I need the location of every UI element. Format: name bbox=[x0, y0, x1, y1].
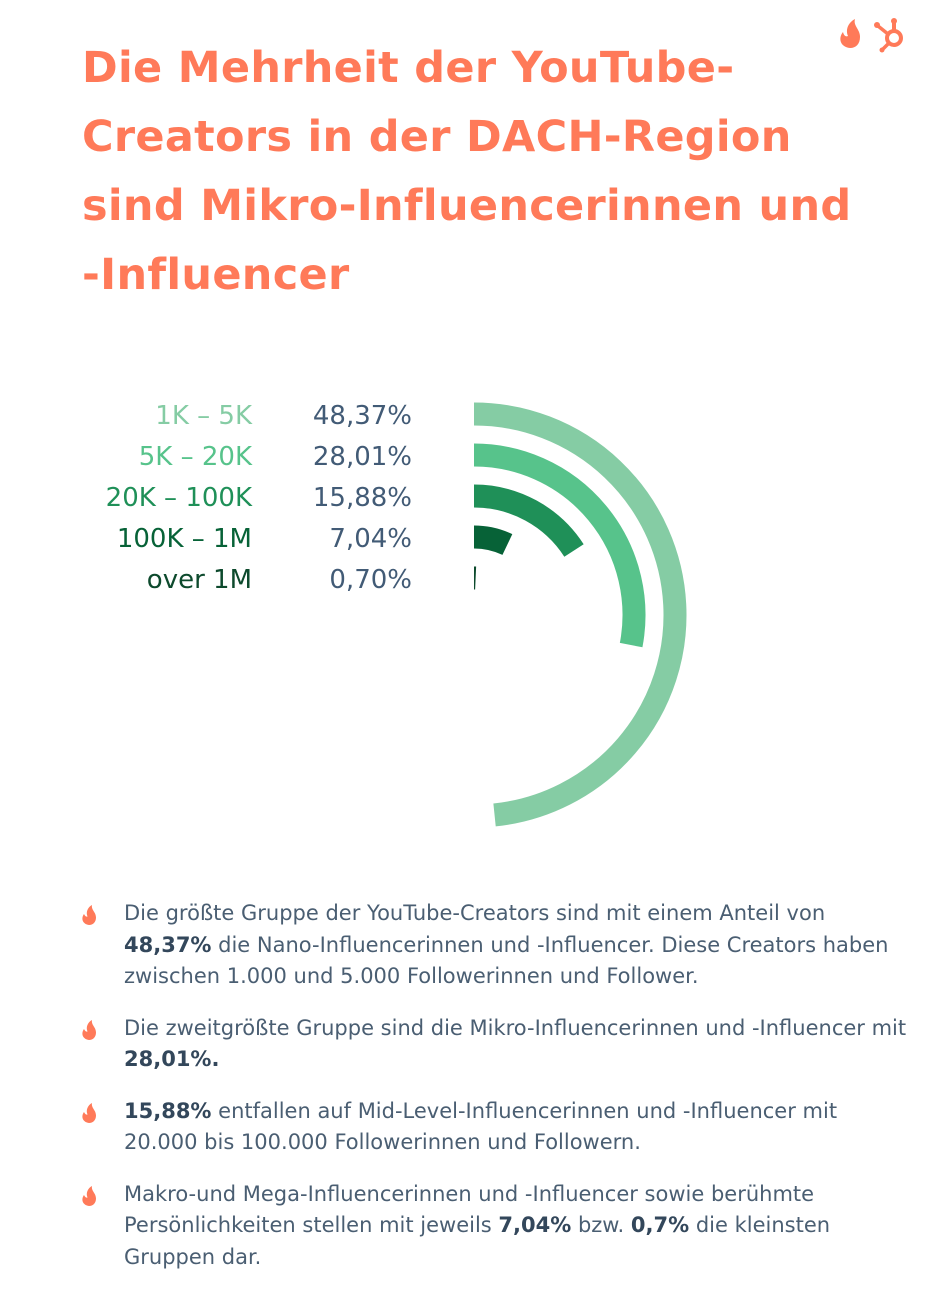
bullet-item: 15,88% entfallen auf Mid-Level-Influence… bbox=[80, 1096, 910, 1159]
flame-icon bbox=[80, 1102, 98, 1124]
bullet-item: Die größte Gruppe der YouTube-Creators s… bbox=[80, 898, 910, 993]
bullet-text: Die zweitgrößte Gruppe sind die Mikro-In… bbox=[124, 1016, 906, 1040]
radial-bar bbox=[474, 537, 507, 545]
bullet-highlight: 7,04% bbox=[498, 1213, 571, 1237]
hubspot-sprocket-icon bbox=[870, 14, 910, 54]
flame-icon bbox=[80, 904, 98, 926]
page-title: Die Mehrheit der YouTube-Creators in der… bbox=[82, 34, 862, 310]
bullet-highlight: 28,01%. bbox=[124, 1047, 219, 1071]
bullet-highlight: 48,37% bbox=[124, 933, 211, 957]
bullet-item: Makro-und Mega-Influencerinnen und -Infl… bbox=[80, 1179, 910, 1274]
bullet-text: entfallen auf Mid-Level-Influencerinnen … bbox=[124, 1099, 837, 1155]
bullet-text: bzw. bbox=[571, 1213, 631, 1237]
bullet-text: Die größte Gruppe der YouTube-Creators s… bbox=[124, 901, 825, 925]
flame-icon bbox=[80, 1185, 98, 1207]
bullet-highlight: 15,88% bbox=[124, 1099, 211, 1123]
radial-bar-chart bbox=[0, 380, 940, 850]
bullet-text: die Nano-Influencerinnen und -Influencer… bbox=[124, 933, 888, 989]
bullet-list: Die größte Gruppe der YouTube-Creators s… bbox=[80, 898, 910, 1293]
bullet-item: Die zweitgrößte Gruppe sind die Mikro-In… bbox=[80, 1013, 910, 1076]
bullet-highlight: 0,7% bbox=[631, 1213, 689, 1237]
flame-icon bbox=[80, 1019, 98, 1041]
